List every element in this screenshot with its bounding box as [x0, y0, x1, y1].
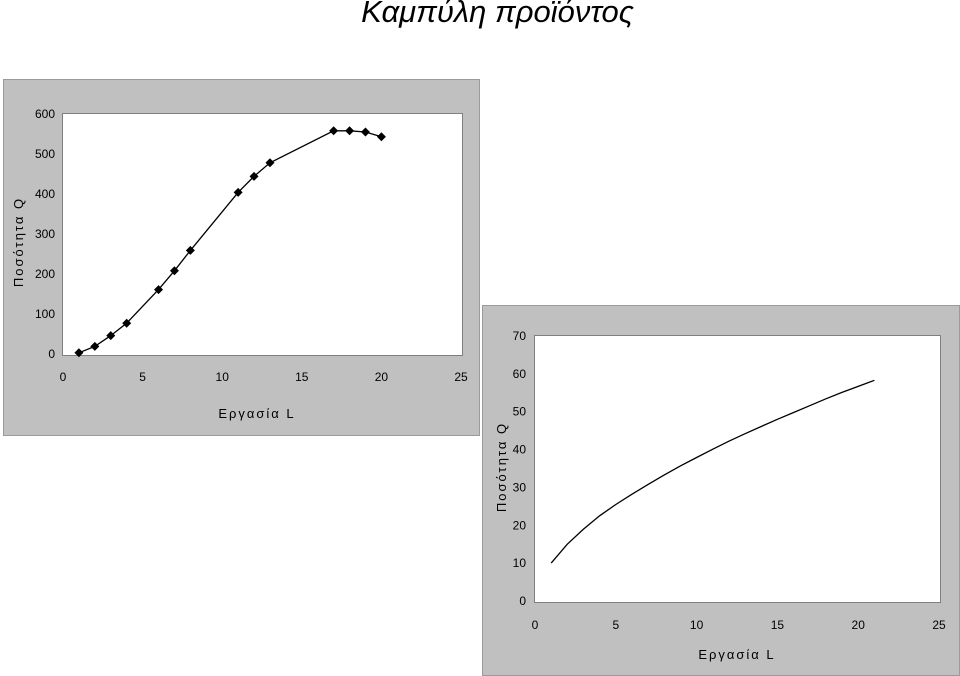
chart-1-data-point [74, 348, 84, 358]
chart-1-data-point [249, 171, 259, 181]
chart-1-y-tick-label: 0 [48, 347, 55, 361]
chart-2-plot-area [534, 335, 941, 603]
chart-1-y-tick-label: 600 [35, 107, 55, 121]
chart-1-x-tick-label: 5 [139, 370, 146, 384]
chart-1-x-tick-label: 25 [454, 370, 468, 384]
chart-1-data-point [106, 331, 116, 341]
chart-1-data-point [265, 158, 275, 168]
chart-1-data-point [329, 126, 339, 136]
chart-1-y-tick-label: 300 [35, 227, 55, 241]
chart-2-x-tick-label: 10 [690, 618, 704, 632]
chart-1-plot-area [62, 113, 463, 356]
chart-2-x-tick-label: 5 [612, 618, 619, 632]
chart-2-y-axis-title: Ποσότητα Q [494, 422, 509, 512]
chart-2-y-tick-label: 70 [513, 329, 527, 343]
chart-2-x-tick-label: 25 [932, 618, 946, 632]
chart-2-x-tick-label: 20 [852, 618, 866, 632]
chart-1-data-point [90, 341, 100, 351]
chart-2-y-tick-label: 20 [513, 518, 527, 532]
chart-1-data-point [154, 285, 164, 295]
chart-2-x-axis-title: Εργασία L [698, 647, 775, 662]
chart-2-y-tick-label: 60 [513, 367, 527, 381]
chart-1-data-point [345, 126, 355, 136]
chart-2-y-tick-label: 10 [513, 556, 527, 570]
chart-1-y-tick-label: 200 [35, 267, 55, 281]
chart-2-series-line [550, 379, 875, 564]
chart-2-y-tick-label: 0 [519, 594, 526, 608]
chart-1-x-tick-label: 15 [295, 370, 309, 384]
chart-1-data-point [169, 266, 179, 276]
chart-1-y-tick-label: 400 [35, 187, 55, 201]
chart-1-y-tick-label: 100 [35, 307, 55, 321]
chart-1-data-point [360, 127, 370, 137]
chart-2-y-tick-label: 50 [513, 405, 527, 419]
chart-1-x-tick-label: 10 [216, 370, 230, 384]
chart-1-data-point [185, 245, 195, 255]
chart-2-x-tick-label: 15 [771, 618, 785, 632]
page-title: Καμπύλη προϊόντος [361, 0, 634, 29]
chart-1-y-axis-title: Ποσότητα Q [11, 197, 26, 287]
chart-1-data-point [122, 318, 132, 328]
chart-2-y-tick-label: 40 [513, 443, 527, 457]
chart-1-data-point [233, 187, 243, 197]
chart-2-y-tick-label: 30 [513, 480, 527, 494]
chart-1-x-axis-title: Εργασία L [218, 406, 295, 421]
chart-1-x-tick-label: 0 [60, 370, 67, 384]
chart-2-x-tick-label: 0 [532, 618, 539, 632]
chart-1-data-point [376, 132, 386, 142]
chart-1-y-tick-label: 500 [35, 147, 55, 161]
chart-1-x-tick-label: 20 [375, 370, 389, 384]
